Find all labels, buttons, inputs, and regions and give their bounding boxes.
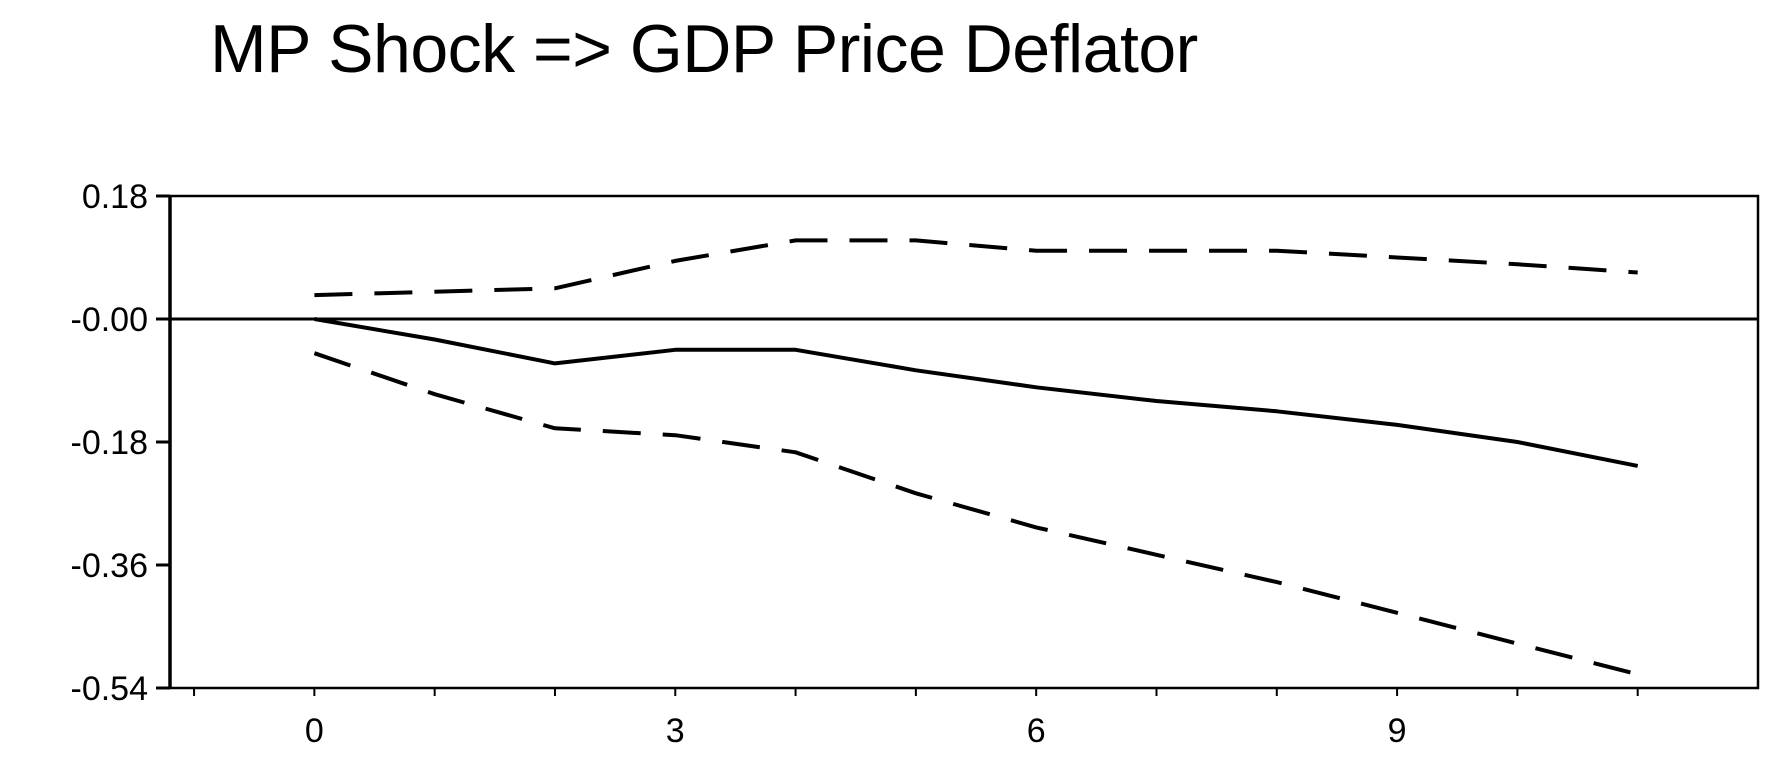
x-axis: 0 3 6 9 (193, 688, 1639, 750)
y-tick-label: -0.00 (71, 301, 149, 339)
x-tick-label: 6 (1027, 712, 1046, 750)
y-tick-label: -0.54 (71, 670, 149, 708)
y-axis: 0.18 -0.00 -0.18 -0.36 -0.54 (71, 178, 170, 708)
x-tick-label: 3 (666, 712, 685, 750)
impulse-response-line (314, 317, 1639, 468)
chart-title: MP Shock => GDP Price Deflator (210, 11, 1198, 87)
y-tick-label: 0.18 (82, 178, 148, 216)
confidence-band-line (314, 238, 1638, 298)
x-tick-label: 0 (305, 712, 324, 750)
x-tick-label: 9 (1388, 712, 1407, 750)
series-group (313, 238, 1639, 677)
confidence-band-line (313, 351, 1639, 677)
y-tick-label: -0.18 (71, 424, 149, 462)
y-tick-label: -0.36 (71, 547, 149, 585)
